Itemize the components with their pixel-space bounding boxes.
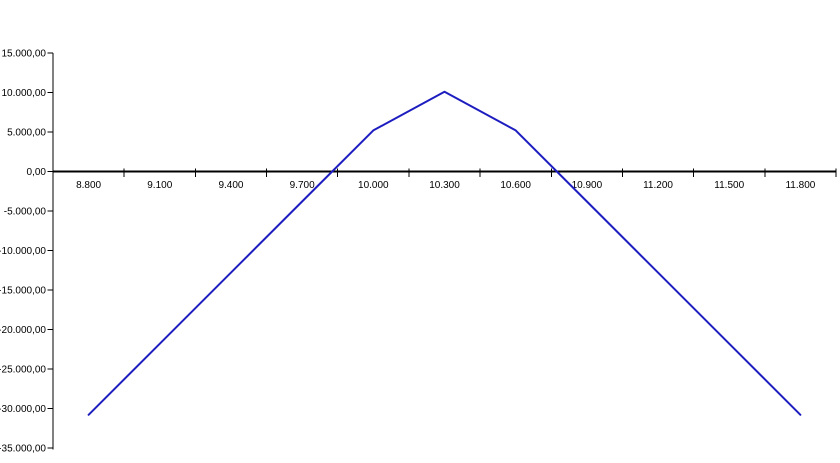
- y-tick-label: -5.000,00: [4, 207, 47, 218]
- x-tick-label: 10.000: [358, 180, 389, 191]
- y-tick-label: 5.000,00: [7, 128, 46, 139]
- x-tick-label: 9.100: [147, 180, 172, 191]
- y-tick-label: 10.000,00: [2, 88, 47, 99]
- y-tick-label: -15.000,00: [0, 286, 46, 297]
- y-tick-label: -20.000,00: [0, 325, 46, 336]
- y-tick-label: -30.000,00: [0, 404, 46, 415]
- x-tick-label: 11.800: [785, 180, 815, 191]
- x-tick-label: 10.900: [572, 180, 603, 191]
- x-tick-label: 9.700: [290, 180, 315, 191]
- x-tick-label: 10.600: [500, 180, 531, 191]
- y-tick-label: -35.000,00: [0, 444, 46, 455]
- series-line: [87, 90, 802, 416]
- y-tick-label: -25.000,00: [0, 365, 46, 376]
- x-tick-label: 11.500: [714, 180, 744, 191]
- x-tick-label: 8.800: [76, 180, 101, 191]
- x-tick-label: 11.200: [643, 180, 673, 191]
- y-tick-label: -10.000,00: [0, 246, 46, 257]
- y-tick-label: 0,00: [27, 167, 47, 178]
- x-tick-label: 9.400: [218, 180, 243, 191]
- x-tick-label: 10.300: [429, 180, 460, 191]
- y-tick-label: 15.000,00: [2, 49, 47, 60]
